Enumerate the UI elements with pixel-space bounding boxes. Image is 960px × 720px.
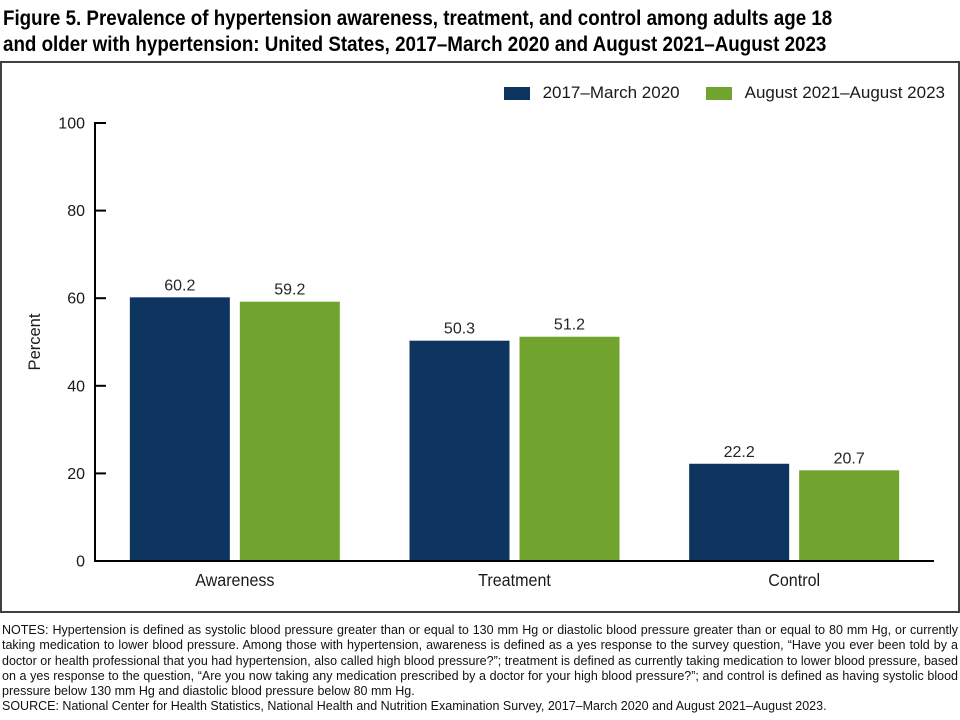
- y-axis-title: Percent: [26, 313, 44, 370]
- x-category-label: Treatment: [478, 570, 551, 590]
- figure-title-line-2: and older with hypertension: United Stat…: [3, 32, 827, 56]
- notes-text: NOTES: Hypertension is defined as systol…: [2, 623, 958, 699]
- bar-value-label: 51.2: [554, 317, 585, 334]
- figure-title-line-1: Figure 5. Prevalence of hypertension awa…: [3, 6, 833, 30]
- bar: [689, 463, 790, 561]
- y-tick-label: 60: [67, 291, 85, 308]
- bar: [799, 470, 900, 561]
- legend-swatch: [503, 86, 530, 100]
- bar-value-label: 22.2: [724, 444, 755, 461]
- bar: [129, 297, 230, 561]
- legend-item: 2017–March 2020: [503, 83, 680, 103]
- bar: [519, 336, 620, 561]
- source-text: SOURCE: National Center for Health Stati…: [2, 699, 827, 714]
- x-category-label: Awareness: [195, 570, 274, 590]
- y-tick-label: 80: [67, 203, 85, 220]
- legend-label: August 2021–August 2023: [744, 83, 945, 102]
- chart-legend: 2017–March 2020 August 2021–August 2023: [503, 83, 945, 103]
- legend-swatch: [705, 86, 732, 100]
- y-tick-label: 40: [67, 378, 85, 395]
- figure-title: Figure 5. Prevalence of hypertension awa…: [0, 0, 960, 57]
- bar: [409, 340, 510, 561]
- bar-value-label: 59.2: [274, 282, 305, 299]
- bar-value-label: 20.7: [834, 450, 865, 467]
- y-tick-label: 20: [67, 466, 85, 483]
- x-category-label: Control: [768, 570, 820, 590]
- chart-panel: 2017–March 2020 August 2021–August 2023 0…: [0, 61, 960, 613]
- legend-item: August 2021–August 2023: [705, 83, 945, 103]
- notes-block: NOTES: Hypertension is defined as systol…: [0, 623, 960, 715]
- bar-chart-svg: 0 20 40 60 80 100 Percent 60.2 59.2 Awareness 50.3…: [26, 116, 934, 590]
- bar-value-label: 60.2: [164, 277, 195, 294]
- y-tick-label: 0: [76, 554, 85, 571]
- bar-value-label: 50.3: [444, 321, 475, 338]
- y-tick-label: 100: [58, 116, 85, 133]
- bar: [239, 301, 340, 561]
- legend-label: 2017–March 2020: [542, 83, 680, 102]
